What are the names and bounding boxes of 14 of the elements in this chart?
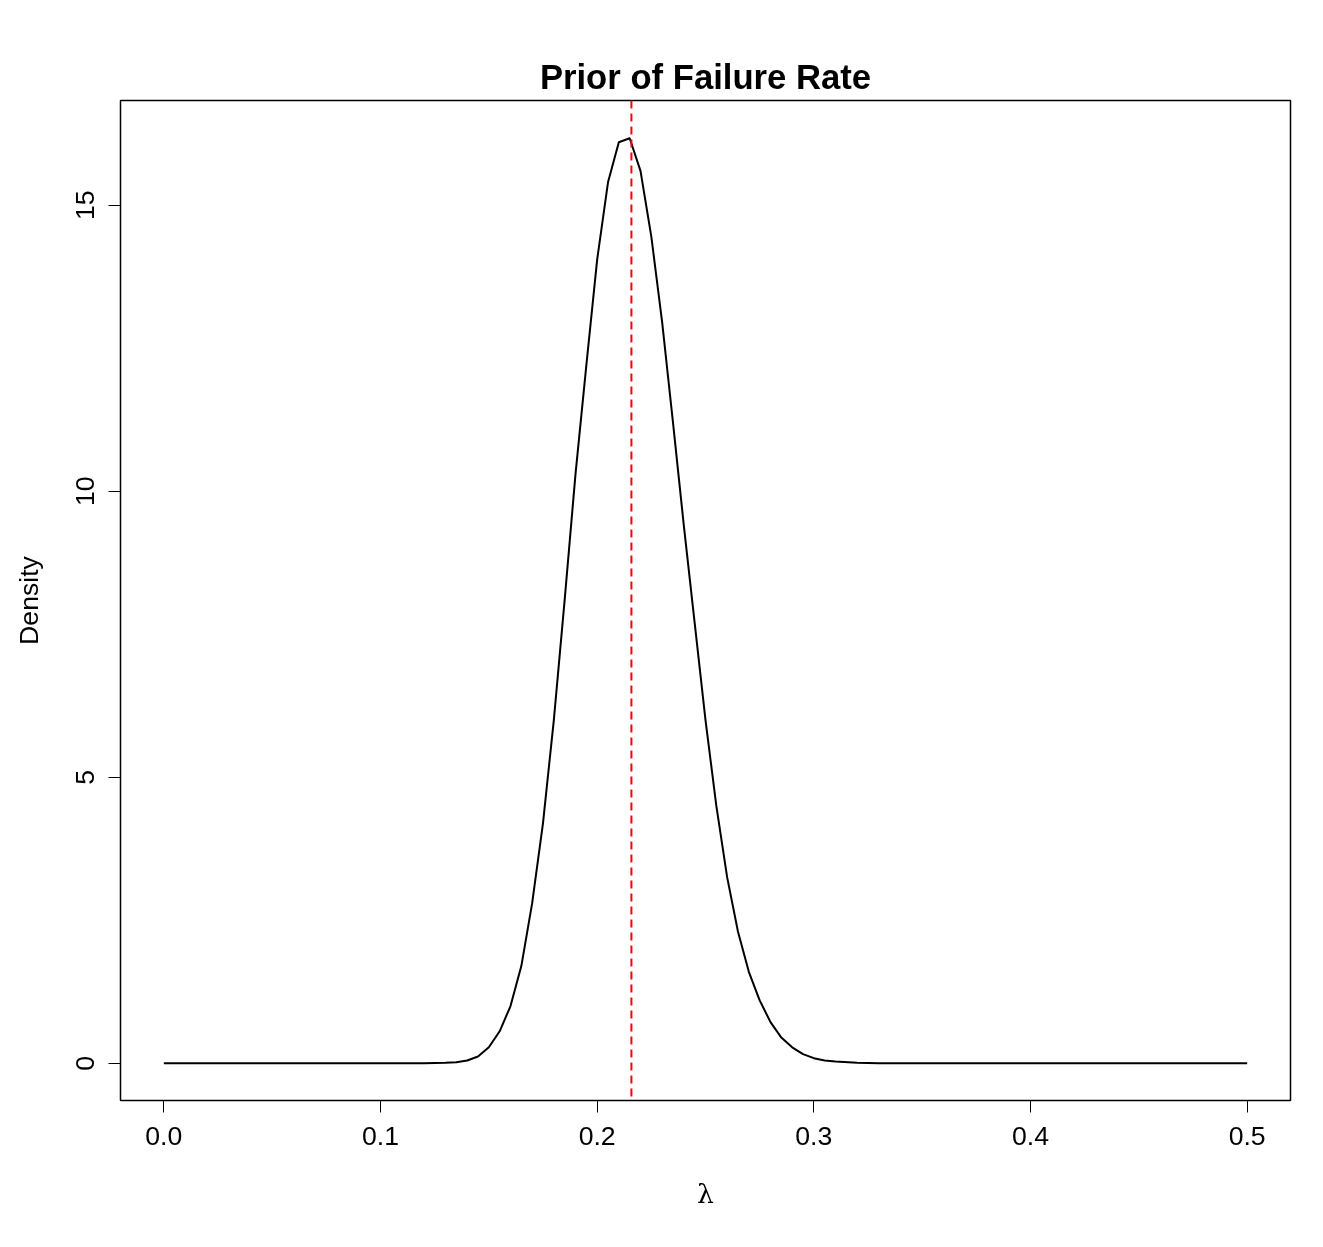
y-tick-label: 5: [70, 769, 101, 785]
x-tick-label: 0.5: [1228, 1120, 1266, 1151]
y-tick-label: 0: [70, 1055, 101, 1071]
x-tick-label: 0.1: [361, 1120, 400, 1151]
x-tick-label: 0.2: [578, 1120, 616, 1151]
x-axis-title: λ: [697, 1177, 715, 1209]
x-tick-label: 0.0: [145, 1120, 183, 1151]
y-axis-title: Density: [13, 555, 44, 645]
y-tick-label: 15: [70, 190, 101, 221]
chart-title: Prior of Failure Rate: [539, 57, 872, 96]
x-tick-label: 0.3: [795, 1120, 833, 1151]
x-tick-label: 0.4: [1011, 1120, 1050, 1151]
line-series: [162, 137, 1249, 1065]
y-tick-label: 10: [70, 476, 101, 507]
